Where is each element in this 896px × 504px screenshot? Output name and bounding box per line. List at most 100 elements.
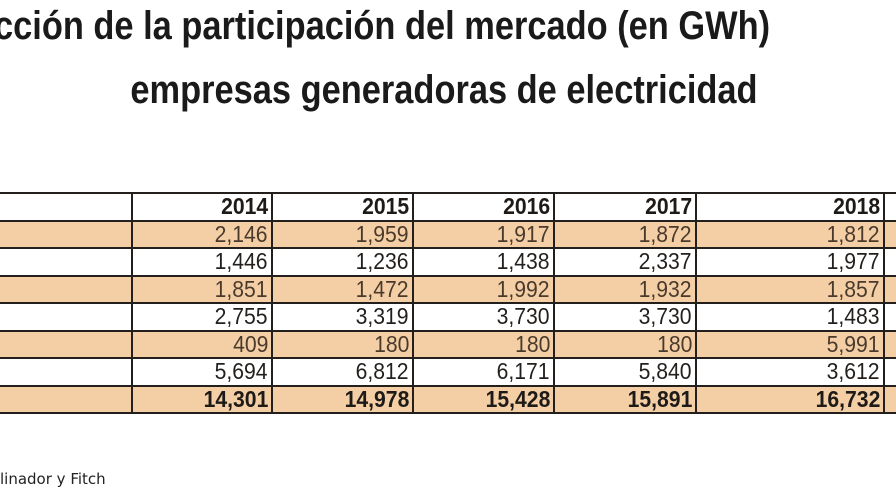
value-text: 1,857 [827,275,880,302]
value-text: 180 [514,330,550,357]
value-cell: 180 [271,329,414,359]
value-cell: 5,840 [553,357,697,387]
value-text: 15,428 [485,385,550,412]
value-cell: 180 [412,329,555,359]
value-text: 2,755 [215,303,268,330]
table-row: 409 180 180 180 5,991 [0,329,896,359]
header-year-cell [883,192,896,222]
value-cell: 14,978 [271,384,414,414]
header-year-cell: 2014 [131,192,273,222]
value-text: 5,991 [827,330,880,357]
value-cell: 5,694 [131,357,273,387]
value-cell: 3,730 [412,302,555,332]
header-year-cell: 2017 [553,192,697,222]
clipped-cell [883,247,896,277]
header-year-cell: 2018 [695,192,885,222]
value-cell: 1,872 [553,219,697,249]
value-cell: 180 [553,329,697,359]
value-text: 6,171 [497,358,550,385]
value-text: 15,891 [627,385,692,412]
value-text: 1,472 [356,275,409,302]
header-text: 2016 [502,193,550,220]
value-text: 3,612 [827,358,880,385]
value-cell: 14,301 [131,384,273,414]
value-text: 1,446 [215,248,268,275]
header-text: 2015 [361,193,409,220]
value-cell: 6,171 [412,357,555,387]
value-cell: 1,236 [271,247,414,277]
header-text: 2018 [832,193,880,220]
row-label [0,274,133,304]
row-label [0,357,133,387]
value-text: 1,483 [827,303,880,330]
value-text: 409 [232,330,268,357]
value-text: 14,978 [344,385,409,412]
table-row: 2,146 1,959 1,917 1,872 1,812 [0,219,896,249]
value-text: 1,236 [356,248,409,275]
value-text: 1,932 [639,275,692,302]
value-text: 5,694 [215,358,268,385]
header-year-cell: 2016 [412,192,555,222]
table-row: 1,446 1,236 1,438 2,337 1,977 [0,247,896,277]
value-cell: 1,483 [695,302,885,332]
row-label [0,219,133,249]
header-year-cell: 2015 [271,192,414,222]
value-text: 3,730 [639,303,692,330]
value-text: 2,337 [639,248,692,275]
row-label [0,384,133,414]
row-label [0,302,133,332]
clipped-cell [883,274,896,304]
value-cell: 1,932 [553,274,697,304]
source-note: linador y Fitch [0,470,106,488]
row-label [0,329,133,359]
value-cell: 2,755 [131,302,273,332]
value-cell: 1,812 [695,219,885,249]
value-cell: 2,337 [553,247,697,277]
value-text: 1,812 [827,220,880,247]
table-row: 2,755 3,319 3,730 3,730 1,483 [0,302,896,332]
value-text: 5,840 [639,358,692,385]
row-label [0,247,133,277]
value-cell: 1,917 [412,219,555,249]
value-cell: 409 [131,329,273,359]
value-cell: 5,991 [695,329,885,359]
header-text: 2014 [220,193,268,220]
value-cell: 1,959 [271,219,414,249]
value-cell: 3,612 [695,357,885,387]
value-text: 1,959 [356,220,409,247]
value-cell: 1,851 [131,274,273,304]
value-cell: 2,146 [131,219,273,249]
table-row: 1,851 1,472 1,992 1,932 1,857 [0,274,896,304]
value-text: 180 [656,330,692,357]
value-text: 1,917 [497,220,550,247]
value-cell: 3,319 [271,302,414,332]
value-text: 1,851 [215,275,268,302]
value-cell: 16,732 [695,384,885,414]
value-text: 3,319 [356,303,409,330]
value-cell: 3,730 [553,302,697,332]
value-cell: 1,438 [412,247,555,277]
clipped-cell [883,329,896,359]
value-cell: 1,992 [412,274,555,304]
value-cell: 6,812 [271,357,414,387]
value-cell: 15,428 [412,384,555,414]
clipped-cell [883,357,896,387]
value-text: 180 [373,330,409,357]
header-label-cell [0,192,133,222]
value-text: 14,301 [203,385,268,412]
clipped-cell [883,384,896,414]
header-text: 2017 [644,193,692,220]
value-cell: 1,472 [271,274,414,304]
value-text: 1,438 [497,248,550,275]
value-text: 6,812 [356,358,409,385]
header-row: 2014 2015 2016 2017 2018 [0,192,896,222]
value-text: 1,977 [827,248,880,275]
market-share-table: 2014 2015 2016 2017 2018 2,146 1,959 1,917 1,872… [0,192,896,414]
value-text: 3,730 [497,303,550,330]
total-row: 14,301 14,978 15,428 15,891 16,732 [0,384,896,414]
title-line-1: cción de la participación del mercado (e… [0,4,771,48]
value-text: 2,146 [215,220,268,247]
value-cell: 1,977 [695,247,885,277]
value-text: 1,872 [639,220,692,247]
value-text: 1,992 [497,275,550,302]
